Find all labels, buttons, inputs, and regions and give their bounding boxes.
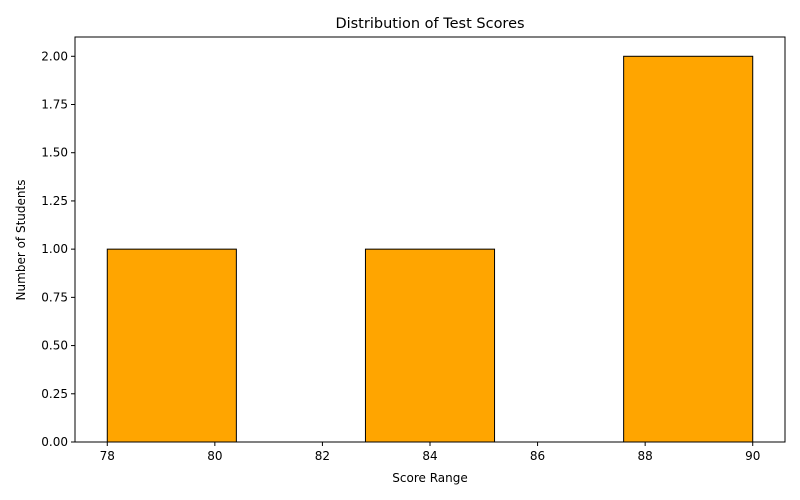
y-tick-label: 2.00 [41,49,68,63]
x-tick-label: 78 [100,449,115,463]
y-tick-label: 0.50 [41,339,68,353]
x-tick-label: 88 [638,449,653,463]
x-tick-label: 82 [315,449,330,463]
y-axis-label: Number of Students [14,180,28,301]
x-axis-label: Score Range [392,471,467,485]
y-tick-label: 0.75 [41,290,68,304]
y-tick-label: 1.50 [41,146,68,160]
y-tick-label: 0.00 [41,435,68,449]
bars-layer [106,55,754,443]
chart-title: Distribution of Test Scores [335,16,524,32]
y-tick-label: 1.75 [41,98,68,112]
y-tick-label: 1.00 [41,242,68,256]
y-tick-label: 0.25 [41,387,68,401]
y-ticks: 0.00 0.25 0.50 0.75 1.00 1.25 1.50 1.75 2.00 [41,49,75,449]
x-ticks: 78 80 82 84 86 88 90 [100,442,760,463]
histogram-bar [106,248,237,443]
histogram-bar [623,55,754,443]
y-tick-label: 1.25 [41,194,68,208]
histogram-bar [364,248,496,443]
x-tick-label: 86 [530,449,545,463]
x-tick-label: 84 [422,449,437,463]
x-tick-label: 80 [207,449,222,463]
x-tick-label: 90 [745,449,760,463]
